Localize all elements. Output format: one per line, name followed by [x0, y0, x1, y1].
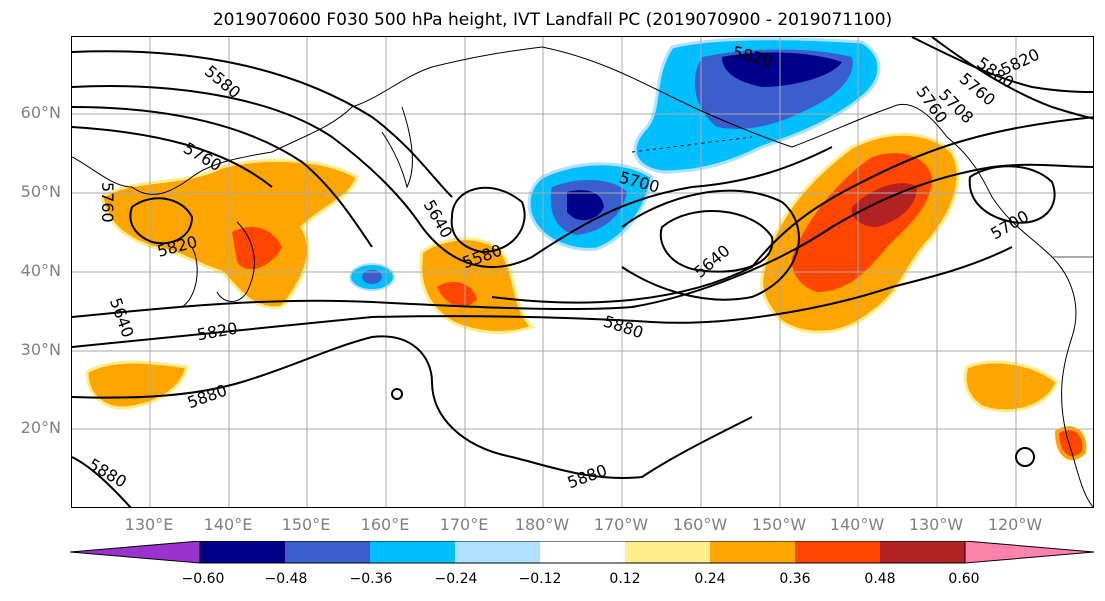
colorbar-tick: −0.36	[349, 571, 393, 587]
ivt-shade-se	[1054, 426, 1087, 460]
map-canvas: 5580 5820 5760 5640 5700 5880 5760 5820 …	[72, 37, 1093, 507]
colorbar-tick: −0.12	[518, 571, 562, 587]
colorbar-tick: −0.48	[264, 571, 308, 587]
ivt-shade-nw-low-core	[567, 190, 604, 221]
colorbar-bin	[200, 541, 285, 563]
lon-label-170w: 170°W	[593, 515, 649, 534]
ivt-shade-japan-core	[232, 227, 282, 270]
colorbar-tick: 0.48	[864, 571, 896, 587]
ivt-shade-hawaii-east	[963, 360, 1059, 413]
lon-label-180w: 180°W	[514, 515, 570, 534]
contour-ring-pacific	[968, 165, 1056, 224]
contour-small-circle-east	[1015, 447, 1035, 467]
contour-label: 5760	[180, 138, 225, 175]
ivt-shade-small-blue-core	[362, 270, 382, 284]
colorbar-bin	[880, 541, 965, 563]
coastlines	[72, 46, 1093, 507]
contour-5580-north	[72, 50, 453, 198]
coast-kamchatka	[381, 106, 413, 189]
coast-na	[1061, 336, 1093, 507]
lon-label-140w: 140°W	[829, 515, 885, 534]
contour-5820-west	[72, 126, 273, 188]
lon-label-120w: 120°W	[987, 515, 1043, 534]
height-contours	[72, 37, 1093, 507]
contour-label: 5880	[185, 381, 230, 413]
lon-label-150w: 150°W	[751, 515, 807, 534]
contour-label: 5880	[601, 312, 646, 343]
contour-5640-low	[659, 210, 774, 273]
ivt-shade-bering-core	[722, 52, 842, 87]
contour-ring-japan	[129, 197, 194, 245]
contour-5820-ne	[911, 37, 1093, 93]
colorbar-tick: −0.60	[181, 571, 225, 587]
contour-label: 5640	[690, 241, 733, 282]
lon-label-130e: 130°E	[124, 515, 174, 534]
contour-small-circle-hawaii	[391, 388, 403, 400]
lon-label-130w: 130°W	[908, 515, 964, 534]
graticule	[72, 37, 1093, 507]
contour-5700-north	[72, 85, 833, 268]
contour-label: 5880	[565, 461, 610, 493]
contour-5760-east	[491, 116, 1093, 304]
coast-alaska	[541, 46, 1077, 338]
colorbar-tick: 0.24	[694, 571, 726, 587]
lon-label-140e: 140°E	[203, 515, 253, 534]
lat-label-30n: 30°N	[20, 340, 61, 359]
ivt-negative-shading	[349, 37, 881, 291]
coast-korea	[181, 246, 198, 308]
map-title: 2019070600 F030 500 hPa height, IVT Land…	[212, 10, 893, 30]
contour-label: 5880	[85, 455, 130, 492]
coast-asia	[72, 46, 543, 195]
map-panel: 5580 5820 5760 5640 5700 5880 5760 5820 …	[71, 36, 1094, 508]
ivt-shade-wpac	[85, 360, 189, 410]
contour-5880-ne	[931, 37, 1093, 120]
ivt-shade-epac-core	[851, 183, 917, 227]
lon-label-160e: 160°E	[360, 515, 410, 534]
contour-label: 5760	[98, 182, 117, 223]
ivt-positive-shading	[85, 132, 1087, 460]
contour-5880-south	[72, 335, 753, 479]
contour-5880-sw	[72, 456, 132, 507]
lat-label-60n: 60°N	[20, 103, 61, 122]
contour-5880-mid	[72, 246, 1013, 348]
colorbar-bin	[455, 541, 540, 563]
lon-label-170e: 170°E	[439, 515, 489, 534]
colorbar-bin	[285, 541, 370, 563]
contour-label: 5640	[106, 295, 138, 340]
colorbar-bin	[625, 541, 710, 563]
colorbar-bin	[795, 541, 880, 563]
ivt-shade-dateline-core	[437, 281, 477, 307]
colorbar-tick: −0.24	[434, 571, 478, 587]
colorbar-tick: 0.12	[609, 571, 641, 587]
coast-japan	[216, 221, 255, 302]
contour-label: 5820	[196, 319, 239, 345]
colorbar-bin	[540, 541, 625, 563]
lon-label-160w: 160°W	[672, 515, 728, 534]
colorbar-extend-low	[70, 541, 201, 564]
colorbar-bin	[370, 541, 455, 563]
colorbar-extend-high	[964, 541, 1095, 564]
colorbar	[70, 541, 1095, 564]
lat-label-20n: 20°N	[20, 418, 61, 437]
lat-label-40n: 40°N	[20, 261, 61, 280]
contour-5580-low	[450, 186, 526, 254]
colorbar-frame	[199, 541, 966, 564]
colorbar-bin	[710, 541, 795, 563]
colorbar-tick: 0.36	[779, 571, 811, 587]
lat-label-50n: 50°N	[20, 182, 61, 201]
contour-5760-a	[72, 106, 373, 248]
colorbar-tick: 0.60	[948, 571, 980, 587]
lon-label-150e: 150°E	[281, 515, 331, 534]
contour-label: 5700	[987, 206, 1032, 243]
